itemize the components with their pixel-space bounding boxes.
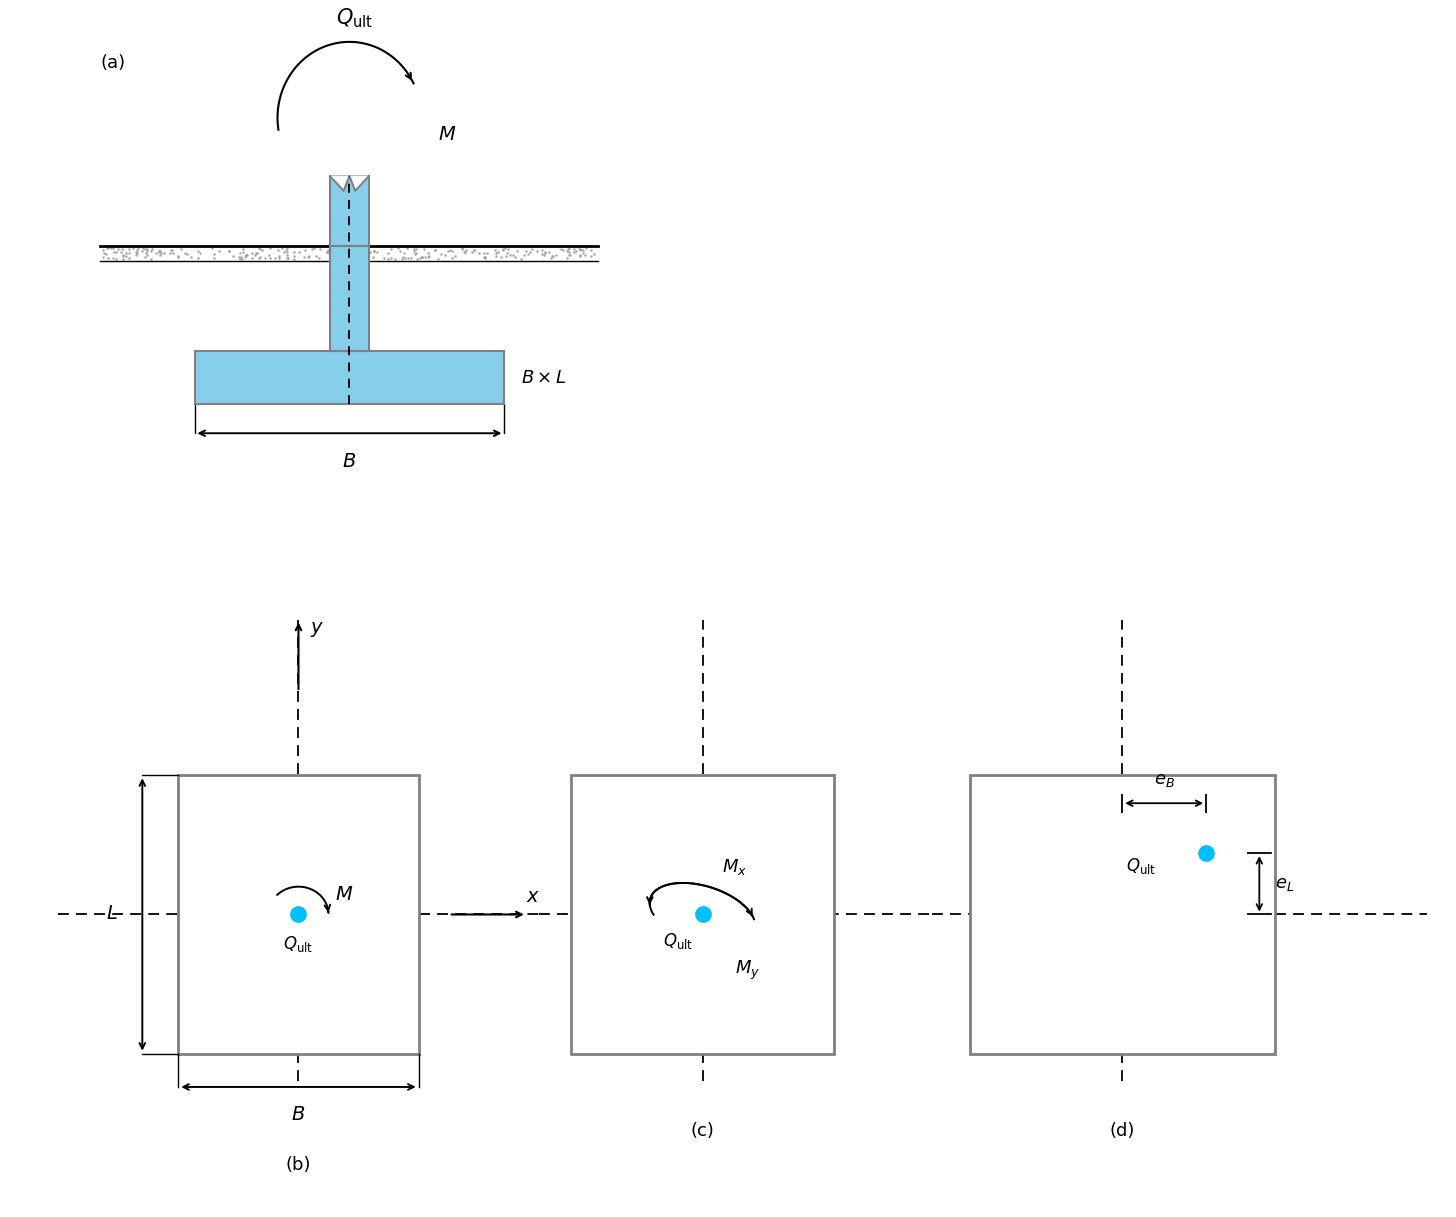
Text: $M_y$: $M_y$: [735, 959, 760, 982]
Text: $B \times L$: $B \times L$: [521, 369, 566, 387]
Bar: [179, 775, 419, 1054]
Bar: [331, 246, 368, 352]
Text: $Q_\mathrm{ult}$: $Q_\mathrm{ult}$: [662, 931, 693, 952]
Text: $e_L$: $e_L$: [1274, 875, 1294, 893]
Text: $M$: $M$: [438, 127, 456, 145]
Bar: [331, 176, 368, 246]
Text: $Q_\mathrm{ult}$: $Q_\mathrm{ult}$: [1125, 856, 1156, 876]
Bar: [970, 775, 1274, 1054]
Text: (c): (c): [690, 1122, 715, 1140]
Polygon shape: [331, 176, 368, 191]
Text: $e_B$: $e_B$: [1153, 772, 1175, 790]
Text: $x$: $x$: [526, 888, 540, 907]
Text: (b): (b): [285, 1156, 312, 1174]
Text: (a): (a): [100, 54, 125, 72]
Text: $M_x$: $M_x$: [722, 857, 747, 877]
Text: $Q_\mathrm{ult}$: $Q_\mathrm{ult}$: [336, 6, 374, 30]
Text: $M$: $M$: [335, 886, 352, 904]
Text: $L$: $L$: [106, 905, 118, 924]
Bar: [571, 775, 833, 1054]
Bar: [195, 352, 504, 404]
Text: $B$: $B$: [291, 1106, 306, 1123]
Text: (d): (d): [1109, 1122, 1134, 1140]
Text: $y$: $y$: [310, 619, 325, 639]
Text: $Q_\mathrm{ult}$: $Q_\mathrm{ult}$: [284, 933, 313, 954]
Text: $B$: $B$: [342, 454, 357, 471]
